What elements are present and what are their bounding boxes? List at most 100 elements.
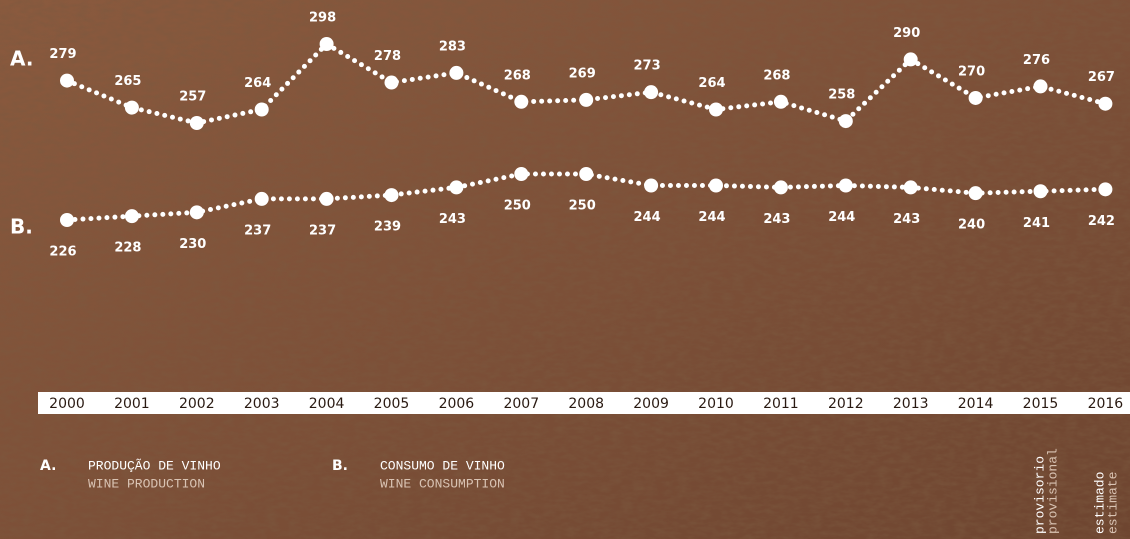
data-label: 243 — [439, 212, 466, 227]
point — [514, 167, 529, 181]
point — [254, 102, 269, 117]
series-marker: B. — [10, 215, 33, 239]
point — [838, 114, 853, 129]
data-label: 283 — [439, 39, 466, 54]
data-label: 240 — [958, 218, 985, 233]
data-label: 268 — [504, 68, 531, 83]
series-line — [64, 171, 1108, 223]
point — [60, 213, 74, 227]
data-label: 243 — [893, 212, 920, 227]
point — [709, 102, 723, 117]
x-tick-label: 2011 — [763, 396, 799, 412]
point — [319, 191, 334, 206]
x-tick-label: 2000 — [49, 396, 85, 412]
data-label: 290 — [893, 26, 920, 41]
x-tick-label: 2016 — [1088, 396, 1124, 412]
legend-name: PRODUÇÃO DE VINHO — [88, 458, 221, 473]
x-tick-label: 2004 — [309, 396, 345, 412]
point — [384, 75, 399, 90]
data-label: 250 — [569, 199, 596, 214]
series-marker: A. — [10, 47, 33, 71]
x-tick-label: 2001 — [114, 396, 150, 412]
point — [1033, 79, 1048, 94]
point — [1098, 96, 1113, 111]
point — [1033, 184, 1048, 199]
data-label: 230 — [179, 237, 206, 252]
x-tick-label: 2008 — [568, 396, 604, 412]
data-label: 265 — [114, 74, 141, 89]
point — [124, 209, 139, 224]
x-tick-label: 2010 — [698, 396, 734, 412]
x-tick-label: 2002 — [179, 396, 215, 412]
data-label: 268 — [763, 68, 790, 83]
data-label: 242 — [1088, 214, 1115, 229]
x-tick-label: 2009 — [633, 396, 669, 412]
data-label: 269 — [569, 66, 596, 81]
data-label: 279 — [49, 47, 76, 62]
point — [449, 180, 464, 195]
point — [838, 178, 853, 193]
point — [449, 65, 464, 80]
point — [773, 94, 788, 109]
data-label: 264 — [244, 76, 271, 91]
point — [579, 92, 594, 107]
data-label: 244 — [828, 210, 855, 225]
note-en: estimate — [1105, 472, 1120, 534]
legend-name: CONSUMO DE VINHO — [380, 458, 505, 473]
data-label: 276 — [1023, 53, 1050, 68]
data-label: 237 — [309, 223, 336, 238]
data-label: 237 — [244, 223, 271, 238]
data-label: 258 — [828, 88, 855, 103]
x-tick-label: 2006 — [439, 396, 475, 412]
legend-name-en: WINE PRODUCTION — [88, 476, 205, 491]
point — [773, 180, 788, 195]
point — [189, 205, 204, 220]
data-label: 228 — [114, 241, 141, 256]
data-label: 243 — [763, 212, 790, 227]
point — [579, 167, 594, 181]
legend-name-en: WINE CONSUMPTION — [380, 476, 505, 491]
x-tick-label: 2014 — [958, 396, 994, 412]
data-label: 273 — [634, 59, 661, 74]
point — [60, 73, 74, 88]
data-label: 244 — [698, 210, 725, 225]
x-tick-label: 2007 — [503, 396, 539, 412]
data-label: 298 — [309, 11, 336, 26]
point — [189, 116, 204, 130]
data-label: 244 — [634, 210, 661, 225]
note: provisorio — [1032, 456, 1047, 534]
data-label: 241 — [1023, 216, 1050, 231]
x-tick-label: 2005 — [374, 396, 410, 412]
x-tick-label: 2015 — [1023, 396, 1059, 412]
data-label: 226 — [49, 245, 76, 260]
x-tick-label: 2012 — [828, 396, 864, 412]
data-label: 257 — [179, 90, 206, 105]
point — [709, 178, 723, 193]
data-label: 267 — [1088, 70, 1115, 85]
point — [514, 94, 529, 109]
data-label: 278 — [374, 49, 401, 64]
series-line — [64, 40, 1108, 126]
point — [1098, 182, 1113, 197]
x-tick-label: 2013 — [893, 396, 929, 412]
note-en: provisional — [1045, 448, 1060, 534]
point — [384, 188, 399, 203]
point — [903, 180, 918, 195]
point — [968, 186, 983, 201]
data-label: 264 — [698, 76, 725, 91]
legend-marker: B. — [332, 458, 348, 474]
point — [254, 191, 269, 206]
point — [124, 100, 139, 115]
point — [968, 90, 983, 105]
legend-marker: A. — [40, 458, 56, 474]
point — [319, 37, 334, 51]
point — [903, 52, 918, 67]
data-label: 239 — [374, 220, 401, 235]
note: estimado — [1092, 472, 1107, 534]
data-label: 270 — [958, 64, 985, 79]
point — [644, 85, 659, 100]
point — [644, 178, 659, 193]
year-strip — [38, 392, 1130, 414]
